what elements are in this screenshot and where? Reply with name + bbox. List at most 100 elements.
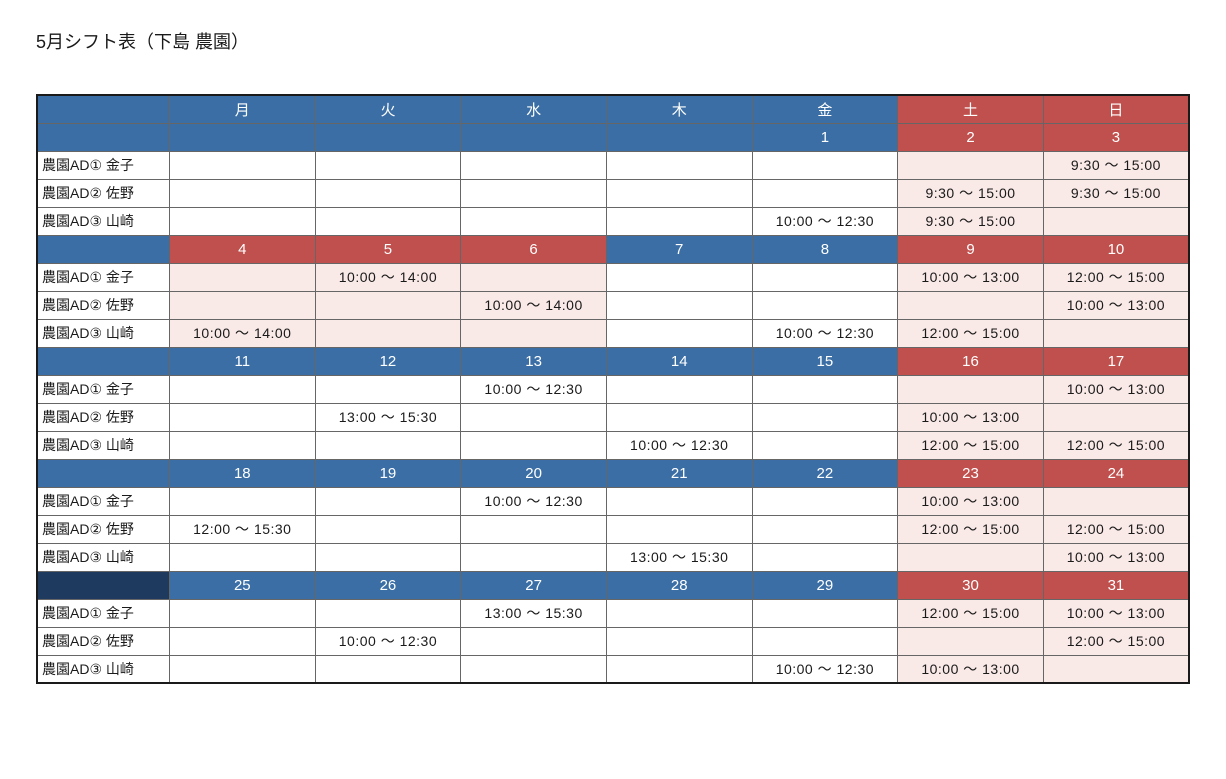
shift-cell: 10:00 ～ 12:30 xyxy=(752,207,898,235)
shift-cell: 10:00 ～ 13:00 xyxy=(898,655,1044,683)
shift-cell: 10:00 ～ 13:00 xyxy=(1043,375,1189,403)
shift-cell xyxy=(1043,655,1189,683)
shift-cell: 10:00 ～ 12:30 xyxy=(606,431,752,459)
date-header: 15 xyxy=(752,347,898,375)
shift-cell xyxy=(169,431,315,459)
shift-cell xyxy=(169,599,315,627)
staff-label: 農園AD① 金子 xyxy=(37,487,169,515)
shift-cell xyxy=(169,543,315,571)
shift-cell: 10:00 ～ 13:00 xyxy=(1043,543,1189,571)
shift-cell: 13:00 ～ 15:30 xyxy=(315,403,461,431)
shift-cell xyxy=(606,319,752,347)
shift-cell xyxy=(315,599,461,627)
date-header: 8 xyxy=(752,235,898,263)
date-header: 21 xyxy=(606,459,752,487)
shift-table: 月火水木金土日123農園AD① 金子9:30 ～ 15:00農園AD② 佐野9:… xyxy=(36,94,1190,684)
shift-cell xyxy=(752,599,898,627)
shift-cell: 12:00 ～ 15:00 xyxy=(1043,263,1189,291)
shift-cell xyxy=(752,627,898,655)
date-header: 6 xyxy=(461,235,607,263)
shift-cell xyxy=(606,207,752,235)
date-header: 25 xyxy=(169,571,315,599)
shift-cell xyxy=(1043,487,1189,515)
shift-cell xyxy=(461,431,607,459)
staff-label: 農園AD② 佐野 xyxy=(37,515,169,543)
date-header: 1 xyxy=(752,123,898,151)
date-header: 24 xyxy=(1043,459,1189,487)
shift-cell xyxy=(315,151,461,179)
shift-cell xyxy=(461,543,607,571)
shift-cell xyxy=(752,487,898,515)
shift-cell xyxy=(606,291,752,319)
shift-cell xyxy=(315,207,461,235)
date-header: 2 xyxy=(898,123,1044,151)
shift-cell: 12:00 ～ 15:00 xyxy=(898,599,1044,627)
shift-cell: 9:30 ～ 15:00 xyxy=(898,179,1044,207)
date-header: 13 xyxy=(461,347,607,375)
shift-cell xyxy=(461,655,607,683)
date-header: 7 xyxy=(606,235,752,263)
staff-label: 農園AD① 金子 xyxy=(37,599,169,627)
shift-cell: 9:30 ～ 15:00 xyxy=(1043,151,1189,179)
shift-cell xyxy=(461,319,607,347)
shift-cell xyxy=(606,263,752,291)
shift-cell xyxy=(461,515,607,543)
shift-cell xyxy=(606,151,752,179)
shift-cell xyxy=(315,543,461,571)
shift-cell: 10:00 ～ 14:00 xyxy=(315,263,461,291)
shift-cell xyxy=(169,151,315,179)
shift-cell xyxy=(169,179,315,207)
shift-cell xyxy=(898,151,1044,179)
shift-cell xyxy=(1043,207,1189,235)
shift-cell xyxy=(898,291,1044,319)
shift-cell xyxy=(752,151,898,179)
shift-cell xyxy=(461,207,607,235)
shift-cell: 10:00 ～ 12:30 xyxy=(315,627,461,655)
date-header: 31 xyxy=(1043,571,1189,599)
date-header: 19 xyxy=(315,459,461,487)
date-header: 17 xyxy=(1043,347,1189,375)
shift-cell xyxy=(898,375,1044,403)
shift-cell xyxy=(898,627,1044,655)
shift-cell xyxy=(606,375,752,403)
shift-cell xyxy=(169,403,315,431)
shift-cell xyxy=(606,655,752,683)
date-header: 30 xyxy=(898,571,1044,599)
shift-cell xyxy=(169,263,315,291)
shift-cell xyxy=(169,655,315,683)
shift-cell: 9:30 ～ 15:00 xyxy=(1043,179,1189,207)
shift-cell xyxy=(315,655,461,683)
date-header xyxy=(315,123,461,151)
day-header: 火 xyxy=(315,95,461,123)
shift-cell xyxy=(169,375,315,403)
date-header: 16 xyxy=(898,347,1044,375)
shift-cell xyxy=(606,179,752,207)
date-header: 28 xyxy=(606,571,752,599)
staff-label: 農園AD② 佐野 xyxy=(37,291,169,319)
date-row-spacer xyxy=(37,123,169,151)
shift-cell: 12:00 ～ 15:30 xyxy=(169,515,315,543)
day-header: 木 xyxy=(606,95,752,123)
shift-cell xyxy=(752,543,898,571)
staff-label: 農園AD③ 山崎 xyxy=(37,431,169,459)
staff-label: 農園AD① 金子 xyxy=(37,375,169,403)
date-header xyxy=(606,123,752,151)
shift-cell: 12:00 ～ 15:00 xyxy=(898,319,1044,347)
shift-cell: 10:00 ～ 12:30 xyxy=(752,655,898,683)
shift-cell: 12:00 ～ 15:00 xyxy=(898,431,1044,459)
shift-cell xyxy=(752,291,898,319)
day-header: 月 xyxy=(169,95,315,123)
shift-cell: 10:00 ～ 13:00 xyxy=(1043,599,1189,627)
shift-cell: 10:00 ～ 12:30 xyxy=(752,319,898,347)
date-row-spacer xyxy=(37,459,169,487)
shift-cell xyxy=(169,487,315,515)
page-title: 5月シフト表（下島 農園） xyxy=(36,28,1190,54)
staff-label: 農園AD② 佐野 xyxy=(37,403,169,431)
day-header: 金 xyxy=(752,95,898,123)
shift-cell: 10:00 ～ 13:00 xyxy=(1043,291,1189,319)
date-row-spacer xyxy=(37,235,169,263)
shift-cell: 9:30 ～ 15:00 xyxy=(898,207,1044,235)
shift-cell xyxy=(752,515,898,543)
shift-cell xyxy=(315,431,461,459)
shift-cell xyxy=(752,403,898,431)
